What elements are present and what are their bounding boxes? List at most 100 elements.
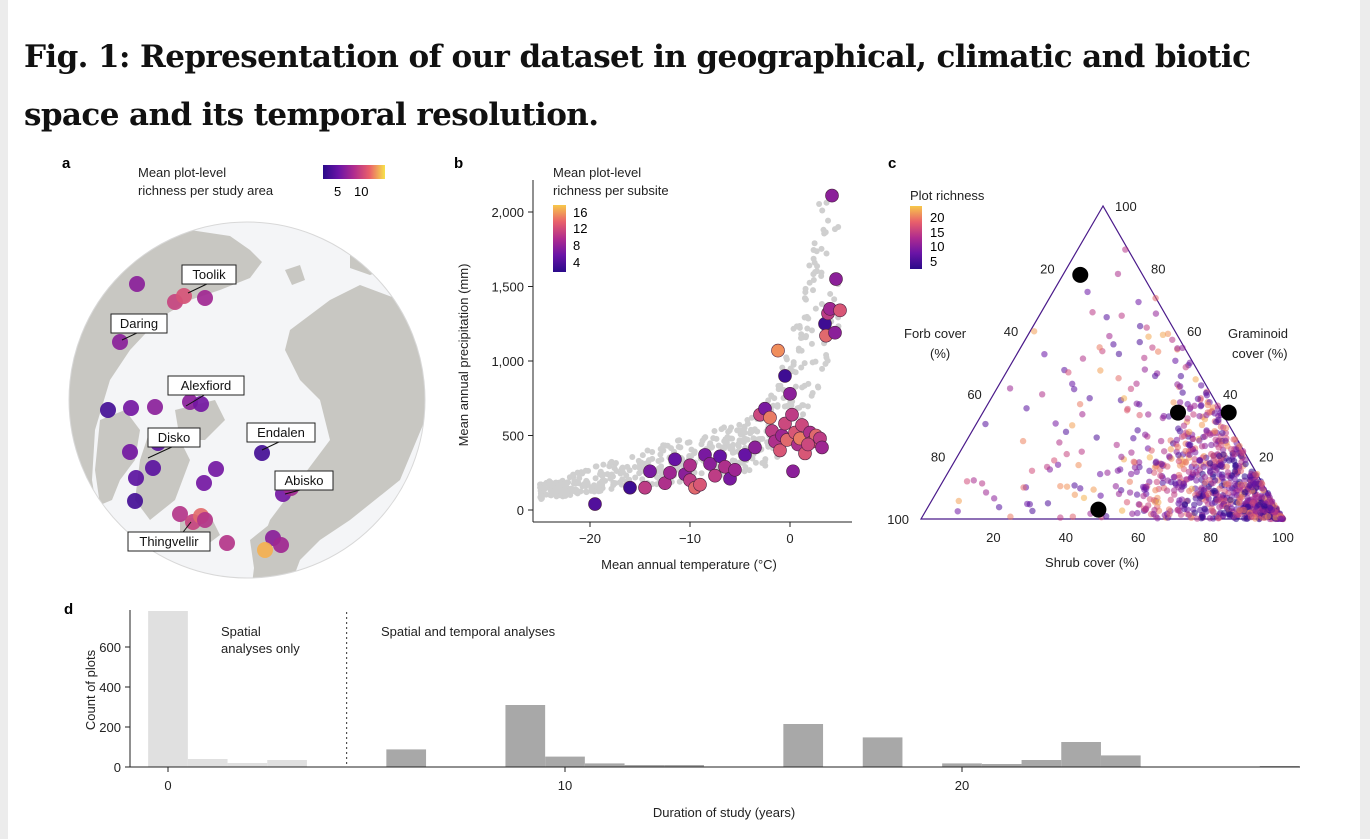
panel-c-plot-point [1131,464,1139,471]
panel-b-background-point [754,428,761,435]
panel-c-bottom-tick: 80 [1203,530,1217,545]
panel-c-plot-point [1006,385,1014,392]
panel-c-plot-point [1196,412,1203,420]
panel-b-background-point [808,327,815,334]
panel-c-plot-point [1193,477,1200,484]
panel-d-xtick-label: 20 [955,778,969,793]
panel-d-spatial-label-2: analyses only [221,641,300,656]
panel-c-right-label-2: cover (%) [1232,346,1288,361]
panel-b-ytick-label: 2,000 [491,205,524,220]
panel-c-plot-point [1167,496,1174,504]
panel-c-plot-point [1196,457,1203,464]
panel-b-legend-title-1: Mean plot-level [553,165,641,180]
panel-b-background-point [547,487,554,494]
panel-c-plot-point [1069,380,1076,388]
panel-c-plot-point [1216,452,1223,460]
panel-c-plot-point [1189,469,1196,476]
panel-c-plot-point [1172,357,1179,364]
panel-d-temporal-bar [942,763,982,767]
panel-c-plot-point [1079,411,1086,418]
panel-c-right-tick: 80 [1151,262,1165,277]
panel-b-subsite-point [773,443,787,458]
panel-c-plot-point [995,503,1003,511]
panel-b-subsite-point [703,457,717,471]
panel-c-plot-point [1110,341,1117,348]
panel-a-legend-title-1: Mean plot-level [138,165,226,180]
panel-b-xtick-label: −10 [679,531,701,546]
panel-c-plot-point [1185,441,1192,448]
panel-b-background-point [567,491,574,498]
panel-b-background-point [656,465,663,472]
panel-c-plot-point [1166,511,1173,518]
panel-c-plot-point [1140,492,1147,500]
panel-c-plot-point [1206,468,1214,475]
panel-c-plot-point [1265,491,1272,498]
panel-c-left-tick: 20 [1040,262,1054,277]
panel-c-plot-point [1145,333,1152,340]
panel-b-background-point [636,470,643,477]
site-label-daring: Daring [120,316,158,331]
panel-c-plot-point [1069,513,1077,520]
panel-c-plot-point [1038,391,1046,398]
panel-c-plot-point [1207,431,1214,438]
panel-b-xtick-label: −20 [579,531,601,546]
panel-d-temporal-bar [545,756,585,767]
panel-c-plot-point [1097,367,1104,374]
panel-c-right-tick: 100 [1115,199,1137,214]
panel-a-label: a [62,155,71,172]
panel-c-plot-point [1212,467,1219,474]
panel-c-plot-point [1103,313,1110,321]
panel-c-plot-point [963,478,971,485]
panel-c-plot-point [1159,479,1166,487]
panel-c-plot-point [1197,382,1205,389]
panel-c-plot-point [1247,473,1254,481]
panel-c-plot-point [1249,499,1256,506]
panel-b-background-point [557,486,564,493]
panel-b-background-point [816,201,823,208]
panel-c-plot-point [1216,503,1223,511]
panel-c-plot-point [1210,452,1217,459]
panel-b-background-point [639,476,646,483]
panel-b-subsite-point [771,343,785,358]
map-site-dot [123,400,139,416]
panel-b-background-point [691,450,698,457]
panel-b-background-point [800,411,807,418]
panel-b-colorbar [553,205,566,272]
panel-c-plot-point [1102,513,1110,520]
panel-c-plot-point [1127,385,1135,393]
panel-b-background-point [812,268,819,275]
panel-b-subsite-point [748,440,762,455]
panel-b-background-point [741,468,748,475]
panel-c-plot-point [1231,468,1239,475]
panel-c-plot-point [1214,514,1222,522]
panel-c-plot-point [1218,473,1226,481]
panel-c-plot-point [1151,372,1159,380]
panel-d-temporal-bar [584,763,625,767]
map-site-dot [273,537,289,553]
polar-globe [69,222,425,578]
panel-c-plot-point [1268,506,1276,513]
panel-c-plot-point [1174,506,1181,514]
panel-d-ylabel: Count of plots [83,649,98,730]
panel-c-plot-point [1080,494,1088,502]
panel-c-plot-point [1134,427,1141,434]
panel-c-plot-point [1135,501,1143,508]
panel-c-right-label-1: Graminoid [1228,326,1288,341]
panel-c-plot-point [1019,437,1027,445]
map-site-dot [176,288,192,304]
panel-d-label: d [64,601,73,618]
panel-c-plot-point [1136,463,1143,471]
panel-d-temporal-label: Spatial and temporal analyses [381,624,556,639]
panel-c-plot-point [1181,501,1188,508]
site-leader-line [187,282,210,294]
site-label-box [110,313,168,334]
panel-c-plot-point [1242,456,1249,464]
panel-b-ytick-label: 1,000 [491,354,524,369]
panel-c-plot-point [1063,483,1071,490]
panel-b-background-point [827,290,834,297]
panel-c-plot-point [990,495,998,502]
panel-a-legend-tick-10: 10 [354,184,368,199]
panel-b-background-point [799,402,806,409]
panel-c-plot-point [1118,453,1125,461]
